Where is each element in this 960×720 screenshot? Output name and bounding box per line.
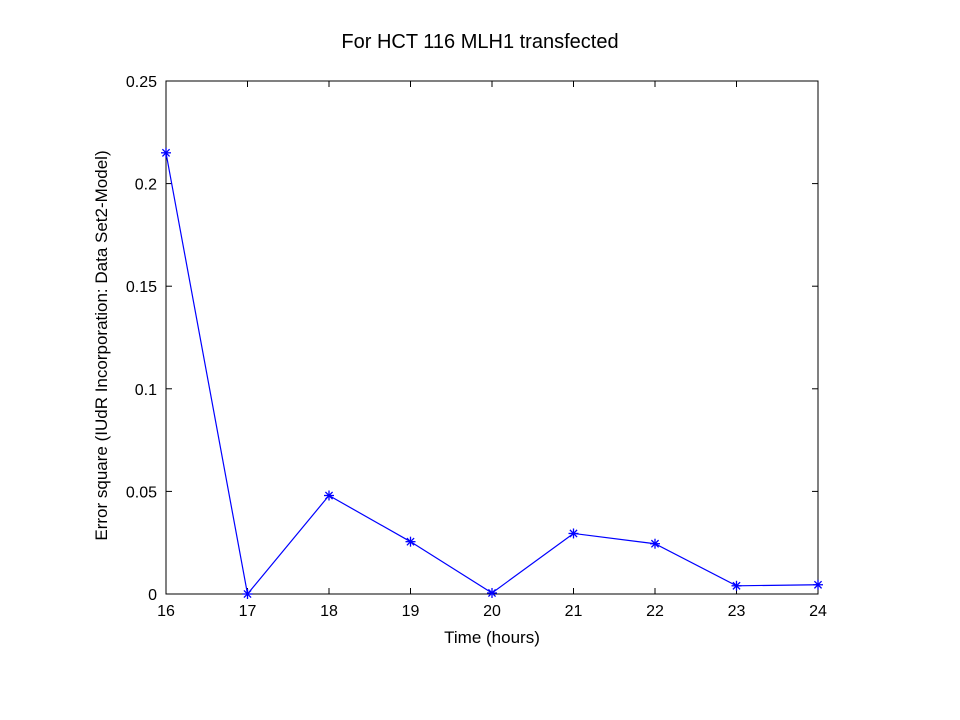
y-tick-label: 0 [148, 587, 157, 604]
chart-title: For HCT 116 MLH1 transfected [341, 31, 619, 53]
axes [165, 80, 819, 595]
data-point [650, 538, 660, 549]
data-point [487, 587, 497, 598]
data-point [813, 579, 823, 590]
series-line [165, 152, 819, 596]
x-axis-label: Time (hours) [444, 628, 540, 647]
data-point [324, 490, 334, 501]
x-tick-label: 24 [809, 603, 827, 620]
plot-frame [165, 80, 819, 595]
data-point [405, 536, 416, 547]
x-tick-label: 16 [157, 603, 175, 620]
series-layer [161, 147, 823, 599]
data-point [568, 528, 579, 539]
x-tick-label: 18 [320, 603, 338, 620]
y-tick-label: 0.15 [126, 279, 157, 296]
x-tick-label: 23 [728, 603, 746, 620]
x-tick-label: 22 [646, 603, 664, 620]
data-point [242, 589, 253, 599]
y-tick-label: 0.2 [135, 177, 157, 194]
y-axis-label: Error square (IUdR Incorporation: Data S… [92, 150, 111, 540]
y-tick-label: 0.1 [135, 382, 157, 399]
x-tick-label: 20 [483, 603, 501, 620]
y-tick-label: 0.25 [126, 74, 157, 91]
x-tick-label: 17 [239, 603, 257, 620]
ticks: 16 17 18 19 20 21 22 23 24 0 0.05 0.1 0.15 0.2 0.25 [126, 74, 827, 620]
data-point [161, 147, 171, 158]
data-point [731, 580, 742, 591]
x-tick-label: 19 [402, 603, 420, 620]
y-tick-label: 0.05 [126, 484, 157, 501]
x-tick-label: 21 [565, 603, 583, 620]
